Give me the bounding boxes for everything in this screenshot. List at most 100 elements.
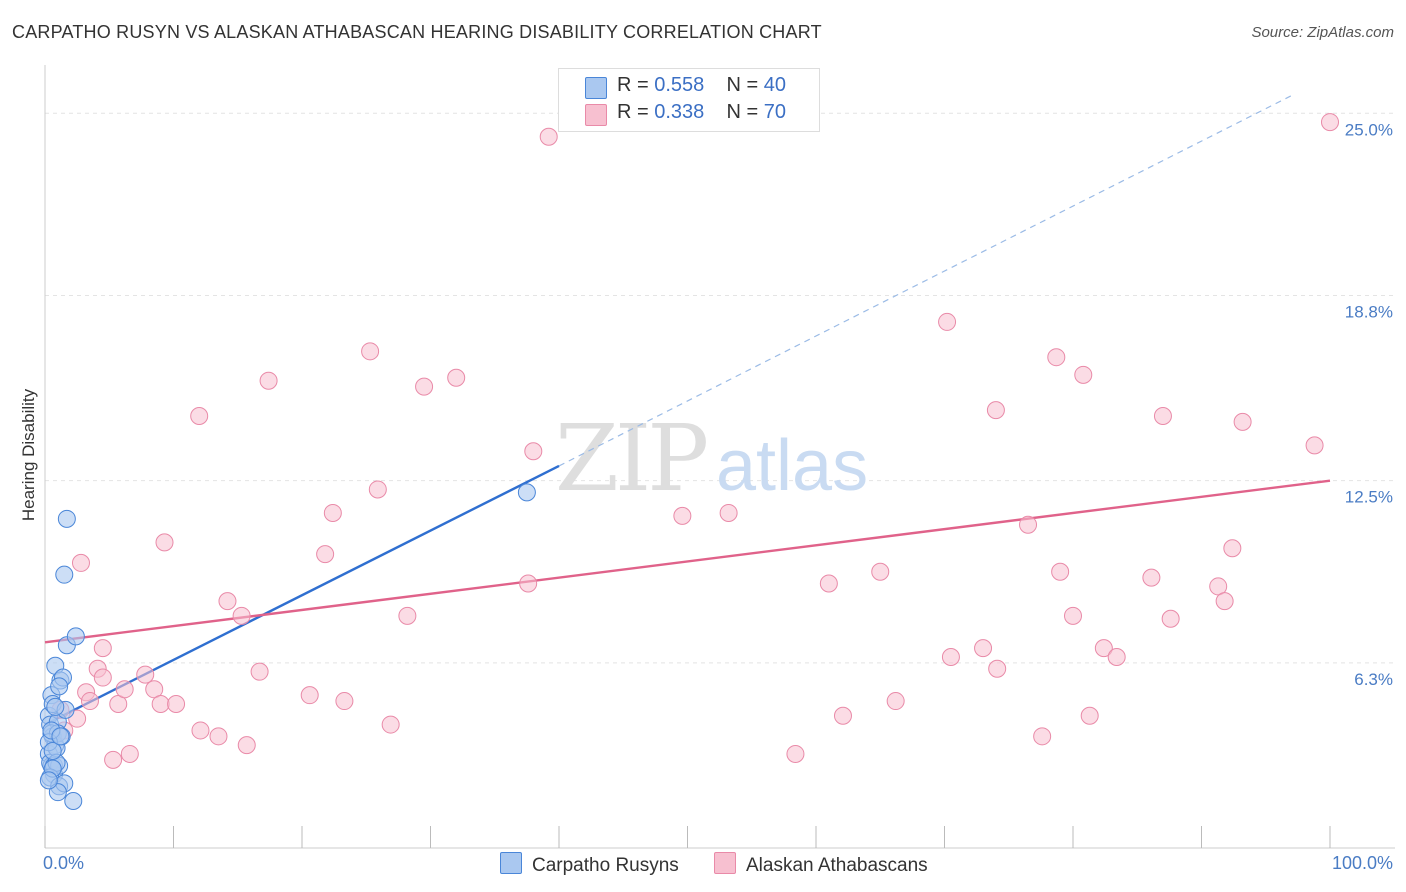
data-point-pink <box>80 692 99 711</box>
watermark-atlas: atlas <box>716 426 868 506</box>
data-point-pink <box>719 503 738 522</box>
watermark: ZIP atlas <box>555 405 868 512</box>
data-point-pink <box>539 127 558 146</box>
data-point-pink <box>1064 606 1082 625</box>
data-point-pink <box>1047 348 1066 367</box>
legend-label: Alaskan Athabascans <box>746 855 928 876</box>
source-credit: Source: ZipAtlas.com <box>1251 24 1394 41</box>
data-point-pink <box>673 506 692 525</box>
data-point-pink <box>167 694 186 713</box>
y-tick-label: 25.0% <box>1345 120 1393 139</box>
data-point-blue <box>51 727 70 746</box>
data-point-blue <box>55 565 74 584</box>
axis-labels: 6.3% 12.5% 18.8% 25.0% 0.0% 100.0% Hearing Dis… <box>19 120 1393 873</box>
legend-item-carpatho-rusyns: Carpatho Rusyns <box>500 852 679 877</box>
correlation-legend: R = 0.558 N = 40 R = 0.338 N = 70 <box>558 68 820 132</box>
n-label: N = <box>726 74 759 96</box>
data-point-pink <box>1223 539 1242 558</box>
data-point-pink <box>190 406 209 425</box>
data-point-pink <box>1033 727 1052 746</box>
data-point-pink <box>415 377 434 396</box>
data-point-blue <box>517 483 536 502</box>
data-point-pink <box>300 686 319 705</box>
data-point-pink <box>93 639 112 658</box>
n-label: N = <box>726 101 759 123</box>
data-point-pink <box>1019 515 1038 534</box>
legend-item-alaskan-athabascans: Alaskan Athabascans <box>714 852 928 877</box>
y-tick-label: 18.8% <box>1345 302 1393 321</box>
data-point-pink <box>368 480 387 499</box>
data-point-blue <box>43 742 62 761</box>
data-point-pink <box>447 368 466 387</box>
data-point-pink <box>151 694 170 713</box>
data-point-pink <box>381 715 400 734</box>
data-point-pink <box>1161 609 1180 628</box>
data-point-pink <box>398 606 417 625</box>
data-point-pink <box>316 545 335 564</box>
data-point-pink <box>323 503 342 522</box>
chart-title: CARPATHO RUSYN VS ALASKAN ATHABASCAN HEA… <box>12 22 822 42</box>
y-axis-title: Hearing Disability <box>19 388 38 521</box>
data-point-pink <box>886 692 905 711</box>
data-point-pink <box>1233 412 1252 431</box>
data-point-pink <box>1094 639 1113 658</box>
data-point-pink <box>1051 562 1070 581</box>
data-point-pink <box>786 744 805 763</box>
data-point-pink <box>155 533 174 552</box>
n-value: 70 <box>763 101 787 123</box>
data-point-pink <box>941 647 960 666</box>
trend-line-blue-extension <box>558 95 1292 467</box>
r-value: 0.558 <box>654 74 705 96</box>
data-point-pink <box>938 312 957 331</box>
r-value: 0.338 <box>654 101 705 123</box>
trend-line-carpatho-rusyns <box>44 464 560 726</box>
data-point-pink <box>218 592 237 611</box>
data-point-pink <box>115 680 134 699</box>
data-point-pink <box>93 668 112 687</box>
data-point-pink <box>1080 706 1099 725</box>
data-point-pink <box>1215 592 1234 611</box>
series-carpatho-rusyns <box>39 483 536 810</box>
x-tick-label: 0.0% <box>43 853 84 873</box>
trend-line-alaskan-athabascans <box>44 479 1331 644</box>
data-point-blue <box>46 697 65 716</box>
data-point-pink <box>988 659 1007 678</box>
legend-swatch-blue <box>585 77 607 99</box>
data-point-blue <box>39 771 58 790</box>
data-point-pink <box>986 401 1005 420</box>
y-tick-label: 12.5% <box>1345 488 1393 507</box>
data-point-pink <box>1074 365 1093 384</box>
data-point-pink <box>1107 647 1126 666</box>
legend-swatch-blue <box>500 852 522 874</box>
data-point-pink <box>71 553 90 572</box>
data-point-blue <box>66 627 85 646</box>
data-point-pink <box>1305 436 1324 455</box>
data-point-pink <box>191 721 210 740</box>
data-point-pink <box>120 744 139 763</box>
data-point-pink <box>361 342 380 361</box>
data-point-blue <box>50 677 69 696</box>
legend-swatch-pink <box>714 852 736 874</box>
x-tick-label: 100.0% <box>1332 853 1393 873</box>
data-point-pink <box>1153 406 1172 425</box>
legend-label: Carpatho Rusyns <box>532 855 679 876</box>
n-value: 40 <box>763 74 787 96</box>
data-point-pink <box>519 574 538 593</box>
watermark-zip: ZIP <box>555 405 706 512</box>
data-point-pink <box>104 750 123 769</box>
data-point-pink <box>833 706 852 725</box>
grid-layer <box>45 112 1395 664</box>
data-point-pink <box>209 727 228 746</box>
r-label: R = <box>617 101 649 123</box>
data-point-pink <box>871 562 890 581</box>
data-point-pink <box>819 574 838 593</box>
data-point-blue <box>57 509 76 528</box>
trend-lines <box>44 95 1331 726</box>
data-point-pink <box>1321 113 1339 132</box>
data-point-pink <box>524 442 543 461</box>
data-point-pink <box>259 371 278 390</box>
r-label: R = <box>617 74 649 96</box>
data-point-pink <box>1142 568 1161 587</box>
data-point-pink <box>250 662 269 681</box>
